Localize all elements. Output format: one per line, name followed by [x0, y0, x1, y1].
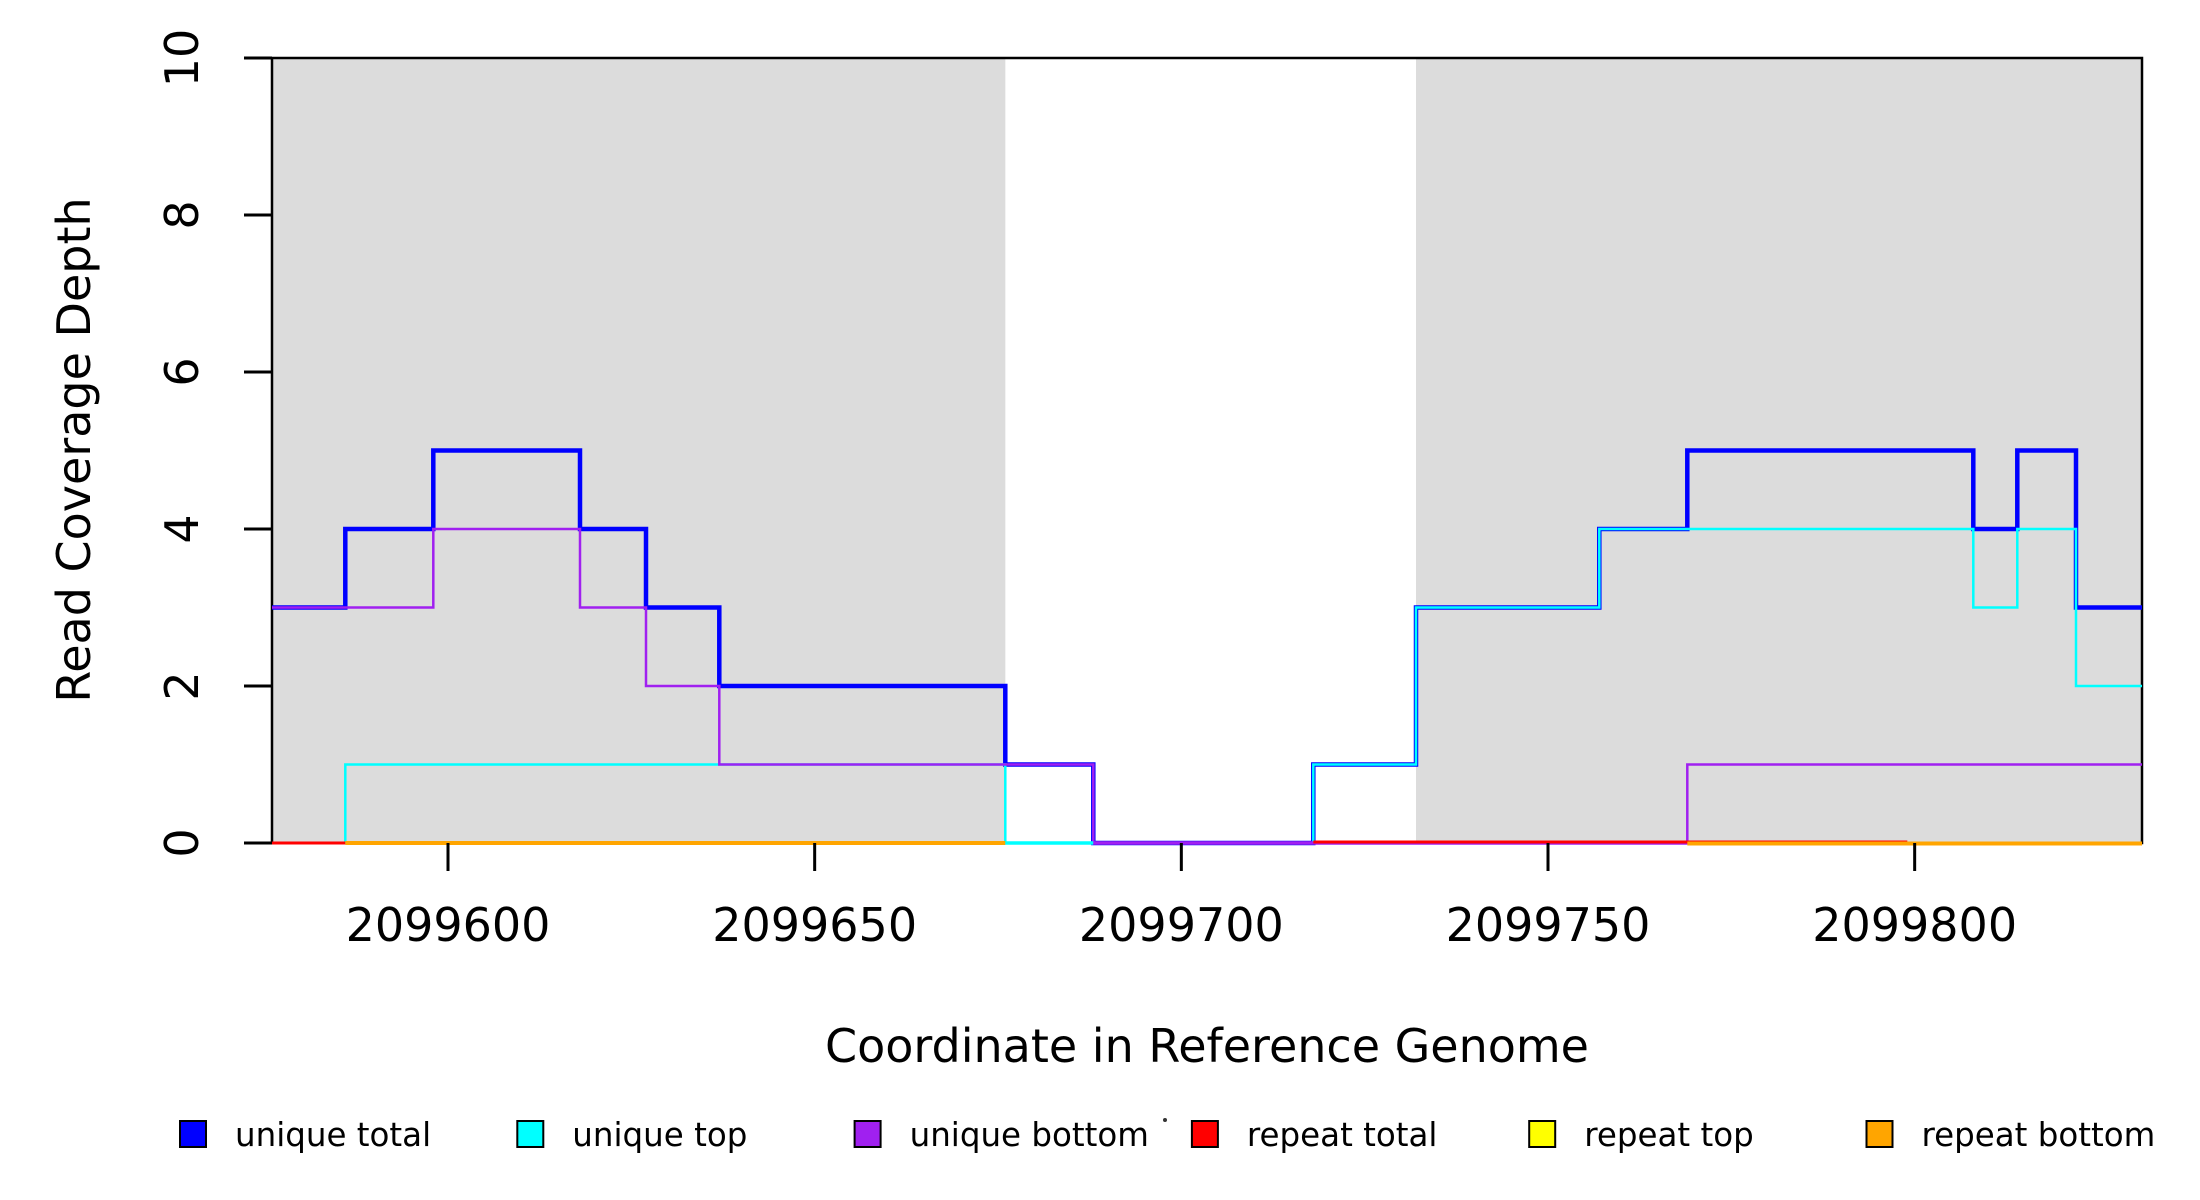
- y-tick-label-6: 6: [155, 357, 209, 386]
- stray-dot-artifact: [1163, 1118, 1167, 1122]
- legend-item-repeat-bottom: repeat bottom: [1865, 1116, 2156, 1154]
- legend-swatch-unique-top: [516, 1120, 545, 1148]
- x-axis: 2099600 2099650 2099700 2099750 2099800: [346, 843, 2017, 952]
- y-tick-label-4: 4: [155, 514, 209, 543]
- legend-label-repeat-total: repeat total: [1247, 1116, 1438, 1154]
- legend-label-unique-bottom: unique bottom: [910, 1116, 1149, 1154]
- zero-line-overlays: [272, 840, 2142, 846]
- x-tick-label-2099800: 2099800: [1812, 898, 2017, 952]
- x-tick-label-2099700: 2099700: [1079, 898, 1284, 952]
- x-tick-label-2099650: 2099650: [712, 898, 917, 952]
- stray-dot: [1163, 1118, 1167, 1122]
- legend-label-unique-top: unique top: [572, 1116, 747, 1154]
- legend-item-repeat-top: repeat top: [1528, 1116, 1754, 1154]
- y-tick-label-0: 0: [155, 828, 209, 857]
- y-axis-title: Read Coverage Depth: [47, 197, 101, 702]
- legend-label-unique-total: unique total: [235, 1116, 431, 1154]
- legend-item-unique-top: unique top: [516, 1116, 747, 1154]
- legend-swatch-repeat-bottom: [1865, 1120, 1894, 1148]
- series-line-unique-bottom: [272, 527, 2142, 845]
- legend-item-repeat-total: repeat total: [1190, 1116, 1438, 1154]
- legend-swatch-repeat-top: [1528, 1120, 1557, 1148]
- x-tick-label-2099750: 2099750: [1446, 898, 1651, 952]
- legend-label-repeat-top: repeat top: [1584, 1116, 1754, 1154]
- legend-item-unique-total: unique total: [179, 1116, 431, 1154]
- legend-swatch-unique-total: [179, 1120, 207, 1148]
- y-tick-label-8: 8: [155, 200, 209, 229]
- y-tick-label-2: 2: [155, 671, 209, 700]
- y-tick-label-10: 10: [155, 29, 209, 88]
- legend-swatch-unique-bottom: [853, 1120, 882, 1148]
- y-axis: 0 2 4 6 8 10: [155, 29, 272, 858]
- legend: unique total unique top unique bottom repea…: [179, 1116, 2156, 1154]
- x-tick-label-2099600: 2099600: [346, 898, 551, 952]
- legend-swatch-repeat-total: [1190, 1120, 1219, 1148]
- legend-label-repeat-bottom: repeat bottom: [1922, 1116, 2156, 1154]
- legend-item-unique-bottom: unique bottom: [853, 1116, 1149, 1154]
- x-axis-title: Coordinate in Reference Genome: [825, 1019, 1589, 1073]
- series-line-unique-top: [272, 527, 2142, 845]
- shaded-region-1: [272, 58, 1006, 843]
